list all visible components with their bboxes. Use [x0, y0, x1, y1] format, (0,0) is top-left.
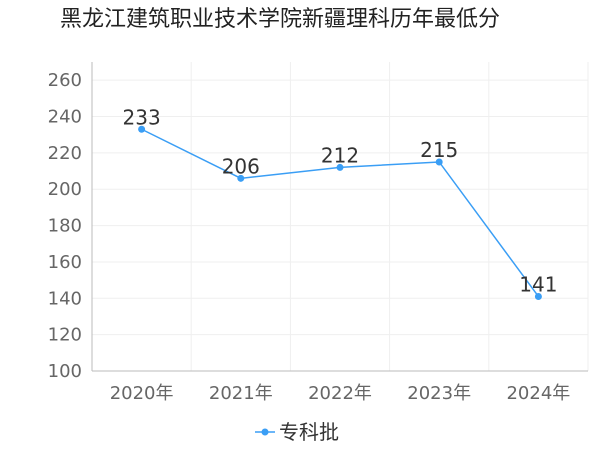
- axes: [91, 62, 588, 372]
- data-point[interactable]: [336, 163, 344, 171]
- data-points: [138, 125, 542, 300]
- data-labels: 233 206 212 215 141: [123, 105, 558, 296]
- y-tick-label: 120: [48, 325, 82, 346]
- data-label: 212: [321, 143, 359, 167]
- y-tick-label: 240: [48, 107, 82, 128]
- legend-label[interactable]: 专科批: [279, 420, 339, 444]
- chart-title: 黑龙江建筑职业技术学院新疆理科历年最低分: [60, 7, 501, 32]
- data-point[interactable]: [138, 125, 146, 133]
- legend-marker-icon: [261, 428, 269, 436]
- grid-lines: [92, 62, 589, 372]
- data-label: 215: [420, 138, 458, 162]
- data-point[interactable]: [237, 174, 245, 182]
- y-tick-label: 200: [48, 179, 82, 200]
- data-label: 233: [123, 105, 161, 129]
- data-point[interactable]: [534, 292, 542, 300]
- y-tick-label: 160: [48, 252, 82, 273]
- x-tick-label: 2023年: [407, 383, 471, 404]
- x-tick-label: 2020年: [110, 383, 174, 404]
- x-tick-label: 2022年: [308, 383, 372, 404]
- data-label: 206: [222, 154, 260, 178]
- x-tick-labels: 2020年 2021年 2022年 2023年 2024年: [110, 383, 571, 404]
- x-tick-label: 2021年: [209, 383, 273, 404]
- data-point[interactable]: [435, 158, 443, 166]
- y-tick-label: 100: [48, 361, 82, 382]
- y-tick-label: 140: [48, 288, 82, 309]
- legend[interactable]: 专科批: [255, 420, 339, 444]
- y-tick-labels: 100 120 140 160 180 200 220 240 260: [48, 70, 82, 382]
- x-tick-label: 2024年: [506, 383, 570, 404]
- data-label: 141: [519, 272, 557, 296]
- y-tick-label: 220: [48, 143, 82, 164]
- y-tick-label: 260: [48, 70, 82, 91]
- y-tick-label: 180: [48, 216, 82, 237]
